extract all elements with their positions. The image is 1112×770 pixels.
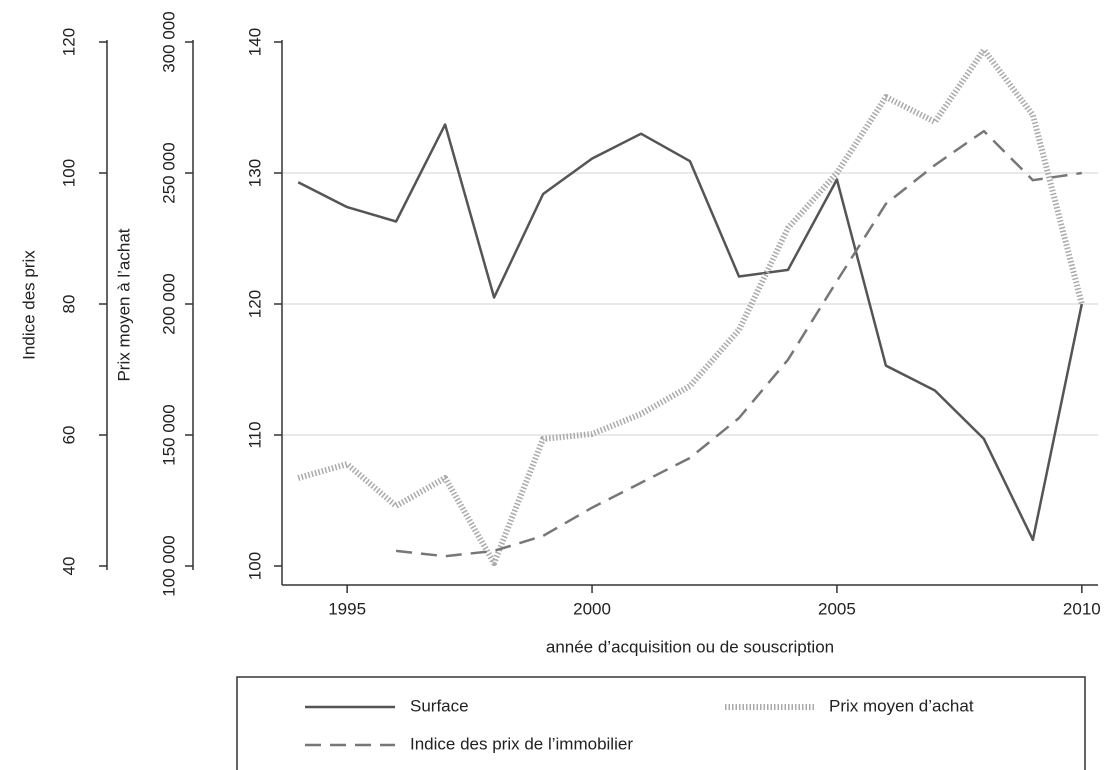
x-tick-label: 1995 — [328, 599, 366, 618]
y-tick-label: 300 000 — [159, 11, 178, 72]
y-tick-label: 110 — [245, 421, 264, 448]
y-tick-label: 40 — [59, 557, 78, 576]
legend-label: Indice des prix de l’immobilier — [410, 734, 633, 753]
series-line — [297, 46, 1085, 567]
y-tick-label: 200 000 — [159, 273, 178, 334]
x-tick-label: 2005 — [818, 599, 856, 618]
y-tick-label: 60 — [59, 426, 78, 445]
series-line — [395, 129, 1082, 558]
legend-label: Prix moyen d’achat — [829, 696, 974, 715]
y-tick-label: 130 — [245, 159, 264, 187]
y-tick-label: 100 — [245, 552, 264, 580]
y-tick-label: 250 000 — [159, 142, 178, 203]
y-tick-label: 100 000 — [159, 535, 178, 596]
y-tick-label: 140 — [245, 28, 264, 56]
x-tick-label: 2000 — [573, 599, 611, 618]
legend-label: Surface — [410, 696, 469, 715]
y-tick-label: 100 — [59, 159, 78, 187]
y2-axis-title: Prix moyen à l’achat — [114, 228, 133, 381]
x-tick-label: 2010 — [1063, 599, 1101, 618]
y-tick-label: 150 000 — [159, 404, 178, 465]
y3-axis-title: Indice des prix — [19, 250, 38, 360]
x-axis-title: année d’acquisition ou de souscription — [546, 637, 834, 656]
legend-box — [236, 676, 1086, 770]
y-tick-label: 120 — [59, 28, 78, 56]
y-tick-label: 120 — [245, 290, 264, 318]
y-tick-label: 80 — [59, 295, 78, 314]
series-line — [297, 123, 1084, 542]
